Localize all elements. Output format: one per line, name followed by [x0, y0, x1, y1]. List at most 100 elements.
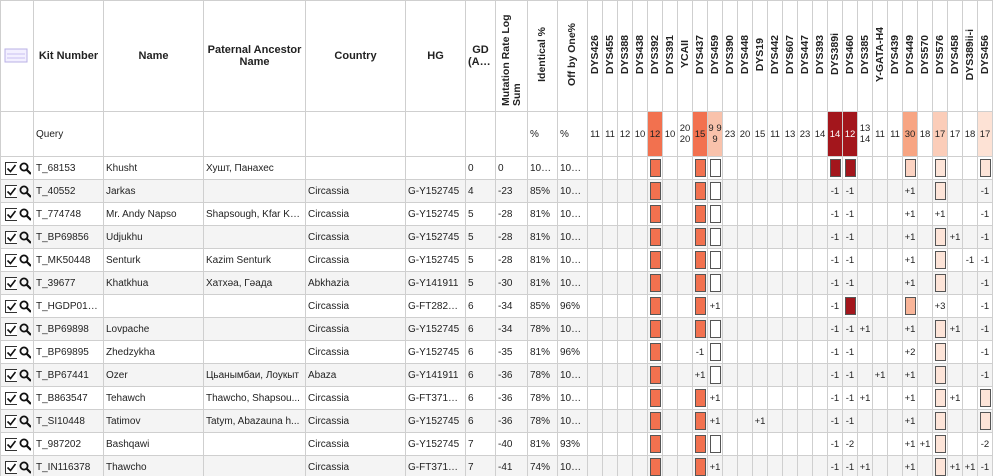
cell-country: Circassia [305, 202, 406, 226]
column-header: Paternal Ancestor Name [203, 0, 306, 112]
search-icon[interactable] [19, 208, 31, 221]
result-row: T_BP69856 Udjukhu Circassia G-Y152745 5 -28 81… [0, 225, 993, 249]
select-checkbox[interactable] [5, 368, 17, 382]
select-checkbox[interactable] [5, 460, 17, 474]
cell [203, 111, 306, 157]
cell-country: Circassia [305, 179, 406, 203]
cell-identical: 74% [527, 455, 558, 476]
search-icon[interactable] [19, 254, 31, 267]
cell-identical: 78% [527, 386, 558, 410]
marker-cell [767, 432, 783, 456]
marker-cell [602, 363, 618, 387]
marker-highlight [649, 182, 661, 200]
select-checkbox[interactable] [5, 161, 17, 175]
marker-cell [722, 202, 738, 226]
search-icon[interactable] [19, 369, 31, 382]
cell-off-by-one: 100% [557, 317, 588, 341]
select-checkbox[interactable] [5, 253, 17, 267]
search-icon[interactable] [19, 277, 31, 290]
select-checkbox[interactable] [5, 437, 17, 451]
search-icon[interactable] [19, 392, 31, 405]
column-header-text: Identical % [536, 27, 548, 82]
marker-highlight [694, 297, 706, 315]
marker-cell [677, 409, 693, 433]
column-header-text: DYS447 [798, 34, 811, 75]
marker-cell [917, 271, 933, 295]
marker-cell: +1 [947, 317, 963, 341]
marker-cell [632, 455, 648, 476]
search-icon[interactable] [19, 185, 31, 198]
marker-highlight [934, 228, 946, 246]
search-icon[interactable] [19, 162, 31, 175]
cell-country: Circassia [305, 294, 406, 318]
marker-cell [917, 225, 933, 249]
marker-cell [932, 225, 948, 249]
result-row: T_B863547 Tehawch Thawcho, Shapsou... Circa… [0, 386, 993, 410]
marker-highlight [649, 343, 661, 361]
column-header-text: DYS456 [978, 34, 991, 75]
cell-off-by-one: 96% [557, 294, 588, 318]
search-icon[interactable] [19, 300, 31, 313]
marker-cell [737, 363, 753, 387]
marker-cell [662, 202, 678, 226]
column-header: DYS390 [722, 0, 738, 112]
select-checkbox[interactable] [5, 299, 17, 313]
marker-cell [722, 225, 738, 249]
column-header: DYS458 [947, 0, 963, 112]
select-checkbox[interactable] [5, 391, 17, 405]
query-off-by-one: % [557, 111, 588, 157]
marker-cell [677, 179, 693, 203]
search-icon[interactable] [19, 438, 31, 451]
marker-highlight [844, 159, 856, 177]
cell-country: Circassia [305, 386, 406, 410]
select-checkbox[interactable] [5, 276, 17, 290]
marker-cell [962, 156, 978, 180]
column-header-text: DYS388 [618, 34, 631, 75]
marker-highlight [934, 366, 946, 384]
marker-cell [617, 202, 633, 226]
marker-cell [797, 225, 813, 249]
marker-cell [632, 248, 648, 272]
search-icon[interactable] [19, 323, 31, 336]
column-header-text: DYS389ii-i [963, 28, 976, 81]
select-checkbox[interactable] [5, 207, 17, 221]
cell-ancestor [203, 179, 306, 203]
marker-cell: +1 [902, 202, 918, 226]
select-checkbox[interactable] [5, 345, 17, 359]
marker-cell [647, 225, 663, 249]
marker-cell [977, 409, 993, 433]
marker-cell: -1 [827, 386, 843, 410]
marker-cell [887, 409, 903, 433]
marker-cell [677, 386, 693, 410]
marker-cell [872, 271, 888, 295]
cell [305, 111, 406, 157]
select-checkbox[interactable] [5, 230, 17, 244]
cell-off-by-one: 100% [557, 156, 588, 180]
row-actions [0, 225, 34, 249]
row-action-icons [3, 230, 31, 244]
select-checkbox[interactable] [5, 414, 17, 428]
cell-name: Zhedzykha [103, 340, 204, 364]
marker-cell [617, 294, 633, 318]
search-icon[interactable] [19, 415, 31, 428]
select-checkbox[interactable] [5, 184, 17, 198]
select-checkbox[interactable] [5, 322, 17, 336]
search-icon[interactable] [19, 231, 31, 244]
cell-hg: G-Y152745 [405, 248, 466, 272]
marker-cell: +1 [917, 432, 933, 456]
cell-ancestor [203, 294, 306, 318]
marker-cell: -1 [977, 317, 993, 341]
search-icon[interactable] [19, 461, 31, 474]
marker-cell [947, 156, 963, 180]
marker-cell [602, 455, 618, 476]
row-action-icons [3, 299, 31, 313]
cell-kit: T_MK50448 [33, 248, 104, 272]
marker-cell: -2 [842, 432, 858, 456]
marker-highlight [709, 274, 721, 292]
search-icon[interactable] [19, 346, 31, 359]
marker-cell [872, 317, 888, 341]
cell-kit: T_SI10448 [33, 409, 104, 433]
cell-ancestor [203, 317, 306, 341]
column-header: DYS447 [797, 0, 813, 112]
marker-cell [782, 432, 798, 456]
